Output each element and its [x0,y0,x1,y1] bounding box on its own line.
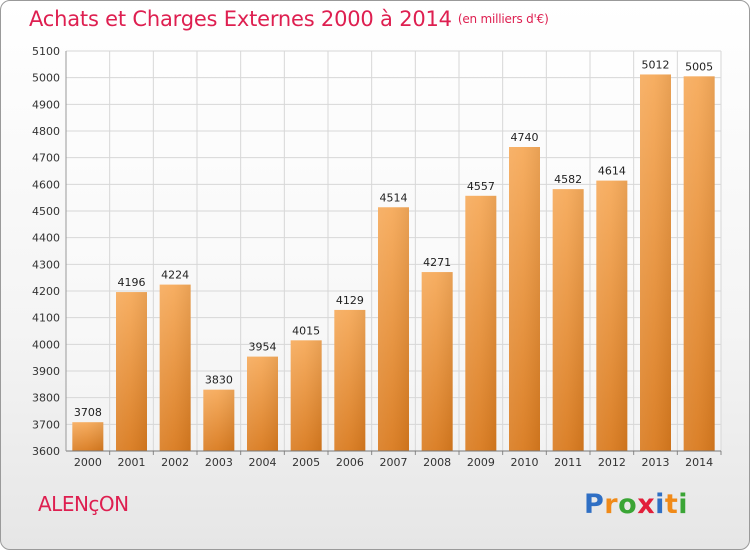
x-tick-label: 2010 [511,456,539,469]
x-tick-label: 2006 [336,456,364,469]
x-tick-label: 2003 [205,456,233,469]
data-label: 4129 [336,294,364,307]
x-tick-label: 2000 [74,456,102,469]
y-tick-label: 4800 [32,125,60,138]
bar-shading [640,74,671,451]
y-tick-label: 3600 [32,445,60,458]
x-tick-label: 2002 [161,456,189,469]
x-tick-label: 2005 [292,456,320,469]
bar-shading [421,272,453,451]
chart-title-text: Achats et Charges Externes 2000 à 2014 [29,7,452,31]
data-label: 4614 [598,165,626,178]
data-label: 4271 [423,256,451,269]
y-tick-label: 4000 [32,338,60,351]
x-tick-label: 2013 [642,456,670,469]
chart-title: Achats et Charges Externes 2000 à 2014 (e… [29,7,549,31]
bar-shading [465,195,497,451]
x-tick-label: 2008 [423,456,451,469]
x-tick-label: 2012 [598,456,626,469]
x-tick-label: 2004 [249,456,277,469]
data-label: 4557 [467,180,495,193]
y-tick-label: 4500 [32,205,60,218]
y-tick-label: 4200 [32,285,60,298]
bar-shading [596,180,628,451]
data-label: 4196 [118,276,146,289]
y-tick-label: 3900 [32,365,60,378]
bar-shading [72,422,104,451]
y-tick-label: 4400 [32,232,60,245]
logo-letter: i [678,489,689,520]
logo-letter: o [618,489,638,520]
location-label: ALENçON [38,492,129,516]
y-tick-label: 5100 [32,45,60,58]
y-tick-label: 4300 [32,258,60,271]
bar-shading [290,340,322,451]
y-tick-label: 4900 [32,98,60,111]
bar-shading [509,147,540,451]
bar-shading [159,284,191,451]
data-label: 4582 [554,173,582,186]
bar-shading [116,292,147,451]
data-label: 4514 [380,191,408,204]
logo-letter: x [637,489,656,520]
logo-letter: P [584,489,605,520]
logo-letter: r [604,489,619,520]
data-label: 3708 [74,406,102,419]
bar-shading [552,189,584,451]
data-label: 4224 [161,269,189,282]
x-tick-label: 2001 [118,456,146,469]
y-tick-label: 4600 [32,178,60,191]
bar-shading [203,389,235,451]
bar-shading [334,309,366,451]
y-tick-label: 3700 [32,418,60,431]
y-tick-label: 4700 [32,152,60,165]
x-tick-label: 2014 [685,456,713,469]
y-tick-label: 3800 [32,392,60,405]
bar-shading [683,76,715,451]
data-label: 5005 [685,60,713,73]
logo-letter: i [655,489,665,520]
y-tick-label: 4100 [32,312,60,325]
y-tick-label: 5000 [32,72,60,85]
data-label: 4015 [292,324,320,337]
x-tick-label: 2011 [554,456,582,469]
data-label: 3954 [249,341,277,354]
proxiti-logo: Proxiti [584,489,688,520]
data-label: 3830 [205,374,233,387]
bar-shading [247,356,278,451]
chart-unit: (en milliers d'€) [457,12,549,26]
x-tick-label: 2007 [380,456,408,469]
data-label: 4740 [511,131,539,144]
bar-shading [378,207,409,451]
logo-letter: t [664,489,679,520]
x-tick-label: 2009 [467,456,495,469]
data-label: 5012 [642,58,670,71]
